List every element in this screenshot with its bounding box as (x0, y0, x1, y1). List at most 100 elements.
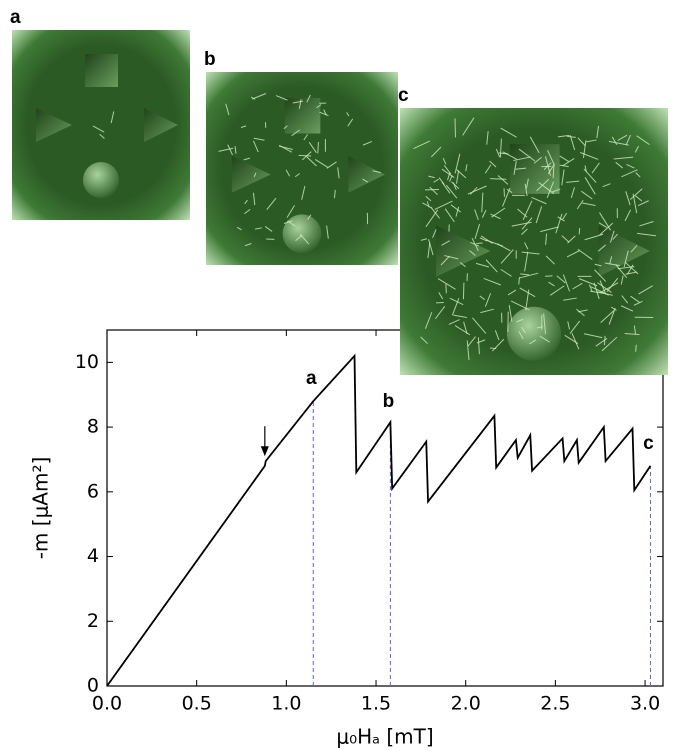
flux-branch (508, 304, 513, 322)
flux-branch (597, 282, 612, 293)
circle-obstacle (83, 162, 119, 198)
flux-branch (529, 136, 540, 154)
square-obstacle (85, 54, 118, 87)
flux-branch (612, 233, 618, 240)
flux-branch (571, 333, 580, 350)
y-tick-label: 0 (87, 675, 99, 697)
flux-branch (450, 204, 462, 213)
flux-branch (456, 170, 460, 184)
flux-branch (467, 336, 476, 347)
y-tick-label: 6 (87, 480, 99, 502)
flux-branch (517, 208, 528, 218)
flux-branch (243, 157, 250, 161)
flux-branch (611, 136, 618, 146)
flux-branch (455, 206, 460, 217)
flux-branch (513, 156, 531, 162)
y-tick-label: 10 (75, 351, 99, 373)
flux-branch (266, 197, 277, 210)
flux-branch (630, 295, 640, 303)
flux-branch (513, 161, 517, 175)
flux-branch (599, 280, 607, 295)
triangle-obstacle (144, 108, 178, 142)
flux-branch (294, 173, 300, 178)
flux-branch (522, 200, 533, 221)
flux-branch (639, 221, 654, 227)
flux-branch (591, 162, 600, 174)
flux-branch (608, 140, 629, 146)
flux-branch (283, 125, 288, 130)
marker-label: a (306, 368, 317, 389)
flux-branch (620, 275, 624, 285)
y-tick-label: 4 (87, 545, 99, 567)
flux-branch (499, 138, 502, 158)
flux-branch (316, 104, 322, 109)
flux-branch (326, 225, 329, 239)
flux-branch (582, 140, 587, 158)
flux-branch (255, 227, 262, 230)
flux-branch (476, 339, 486, 344)
flux-branch (489, 160, 497, 168)
flux-branch (625, 191, 631, 206)
flux-branch (609, 230, 615, 243)
flux-branch (92, 125, 105, 133)
flux-branch (218, 147, 234, 152)
flux-branch (604, 262, 620, 267)
panel-label: c (398, 85, 409, 106)
marker-label: c (643, 433, 654, 454)
flux-branch (633, 300, 643, 306)
flux-branch (459, 262, 466, 268)
flux-branch (520, 273, 530, 276)
flux-branch (564, 334, 579, 344)
flux-branch (588, 284, 593, 293)
flux-branch (543, 162, 552, 170)
flux-branch (500, 249, 514, 264)
flux-branch (252, 192, 256, 206)
flux-branch (486, 131, 489, 145)
flux-branch (244, 199, 248, 205)
x-tick-label: 1.0 (271, 693, 301, 715)
flux-branch (535, 206, 543, 224)
flux-branch (471, 237, 479, 252)
flux-branch (432, 229, 437, 238)
flux-branch (451, 298, 460, 316)
flux-branch (600, 310, 615, 324)
flux-branch (445, 184, 458, 199)
flux-branch (500, 268, 512, 277)
flux-branch (613, 156, 634, 160)
flux-branch (475, 262, 490, 268)
flux-branch (307, 214, 312, 220)
plot-frame (106, 329, 664, 687)
flux-branch (620, 305, 634, 312)
flux-branch (485, 239, 504, 247)
flux-branch (425, 195, 432, 202)
flux-branch (584, 177, 596, 195)
flux-branch (317, 141, 319, 154)
flux-branch (438, 177, 445, 185)
flux-branch (638, 285, 653, 295)
data-line (106, 353, 652, 687)
flux-branch (635, 172, 641, 178)
flux-branch (561, 169, 565, 186)
flux-branch (442, 157, 447, 165)
flux-branch (490, 178, 507, 180)
flux-branch (552, 163, 555, 179)
triangle-obstacle (36, 108, 72, 142)
flux-branch (610, 306, 617, 311)
flux-branch (466, 340, 470, 361)
x-tick-label: 2.5 (540, 693, 570, 715)
flux-branch (495, 148, 501, 158)
flux-branch (244, 209, 251, 215)
flux-branch (434, 305, 446, 320)
panel: c (398, 85, 668, 375)
flux-branch (633, 325, 637, 335)
flux-branch (333, 189, 336, 199)
flux-branch (617, 266, 635, 270)
flux-branch (467, 185, 487, 195)
flux-branch (454, 153, 461, 174)
flux-branch (577, 137, 586, 147)
flux-branch (606, 277, 619, 292)
flux-branch (252, 93, 267, 100)
flux-branch (500, 127, 517, 138)
